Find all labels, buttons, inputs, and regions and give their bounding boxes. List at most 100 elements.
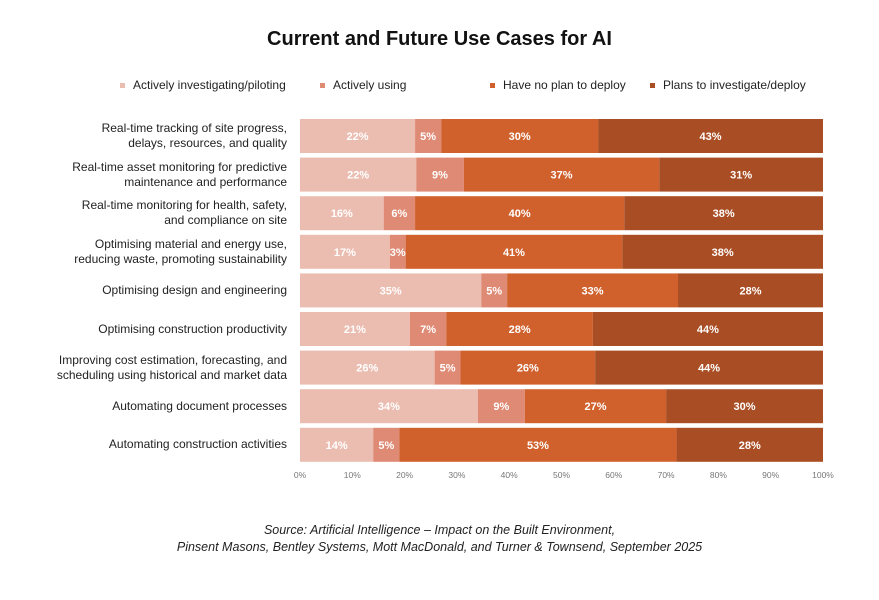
- data-label: 30%: [734, 401, 756, 413]
- bar-segment: [678, 273, 823, 308]
- bar-segment: [460, 350, 596, 385]
- category-label: Optimising material and energy use, reduc…: [74, 236, 287, 266]
- data-label: 5%: [440, 363, 456, 375]
- data-label: 5%: [486, 285, 502, 297]
- data-label: 28%: [739, 285, 761, 297]
- data-label: 40%: [509, 208, 531, 220]
- legend-label: Actively using: [333, 78, 407, 92]
- bar-segment: [399, 427, 677, 462]
- x-tick-label: 40%: [500, 470, 518, 480]
- bar-segment: [441, 119, 599, 153]
- bar-segment: [300, 427, 374, 462]
- data-label: 34%: [378, 401, 400, 413]
- data-label: 5%: [420, 131, 436, 143]
- data-label: 7%: [420, 324, 436, 336]
- legend-item: Plans to investigate/deploy: [650, 78, 806, 92]
- legend-swatch: [490, 83, 495, 89]
- bar-segment: [434, 350, 461, 385]
- category-label: Real-time monitoring for health, safety,…: [81, 198, 287, 228]
- bar-segment: [383, 196, 416, 231]
- data-label: 53%: [527, 440, 549, 452]
- chart-title: Current and Future Use Cases for AI: [267, 28, 612, 50]
- source-note: Source: Artificial Intelligence – Impact…: [0, 522, 879, 556]
- source-line-1: Source: Artificial Intelligence – Impact…: [263, 523, 616, 537]
- data-label: 16%: [331, 208, 353, 220]
- bar-segment: [481, 273, 508, 308]
- legend-item: Actively using: [320, 78, 406, 92]
- x-tick-label: 100%: [812, 470, 834, 480]
- x-tick-label: 90%: [762, 470, 780, 480]
- legend-label: Actively investigating/piloting: [133, 78, 286, 92]
- x-tick-label: 20%: [396, 470, 414, 480]
- category-label: Real-time asset monitoring for predictiv…: [72, 159, 287, 189]
- legend-label: Have no plan to deploy: [503, 78, 626, 92]
- data-label: 22%: [347, 170, 369, 182]
- data-label: 22%: [347, 131, 369, 143]
- x-tick-label: 70%: [657, 470, 675, 480]
- category-label: Improving cost estimation, forecasting, …: [56, 352, 287, 382]
- legend-label: Plans to investigate/deploy: [663, 78, 806, 92]
- bar-segment: [300, 196, 384, 231]
- x-tick-label: 80%: [709, 470, 727, 480]
- bar-segment: [524, 389, 667, 424]
- data-label: 44%: [697, 324, 719, 336]
- data-label: 28%: [739, 440, 761, 452]
- bar-segment: [300, 119, 416, 153]
- data-label: 38%: [713, 208, 735, 220]
- x-tick-label: 0%: [293, 470, 307, 480]
- legend-swatch: [320, 83, 325, 89]
- x-tick-label: 30%: [448, 470, 466, 480]
- bar-segment: [666, 389, 823, 424]
- bar-segment: [389, 234, 406, 269]
- bar-segment: [592, 312, 823, 346]
- bar-segment: [595, 350, 823, 385]
- bar-segment: [676, 427, 823, 462]
- source-line-2: Pinsent Masons, Bentley Systems, Mott Ma…: [176, 540, 703, 554]
- bar-segment: [300, 350, 435, 385]
- bar-segment: [622, 234, 823, 269]
- data-label: 14%: [326, 440, 348, 452]
- data-label: 5%: [378, 440, 394, 452]
- data-label: 37%: [550, 170, 572, 182]
- data-label: 17%: [334, 247, 356, 259]
- data-label: 27%: [584, 401, 606, 413]
- data-label: 21%: [344, 324, 366, 336]
- data-label: 38%: [712, 247, 734, 259]
- data-label: 44%: [698, 363, 720, 375]
- bar-segment: [300, 234, 390, 269]
- bar-segment: [477, 389, 525, 424]
- legend-item: Have no plan to deploy: [490, 78, 626, 92]
- bar-segment: [300, 273, 482, 308]
- bar-segment: [373, 427, 400, 462]
- x-tick-label: 60%: [605, 470, 623, 480]
- data-label: 9%: [432, 170, 448, 182]
- bar-segment: [598, 119, 823, 153]
- bar-segment: [659, 157, 823, 192]
- data-label: 30%: [509, 131, 531, 143]
- bar-segment: [446, 312, 593, 346]
- category-label: Automating document processes: [112, 398, 287, 413]
- data-label: 26%: [356, 363, 378, 375]
- bar-segment: [300, 389, 478, 424]
- bar-segment: [415, 119, 442, 153]
- bar-segment: [300, 157, 417, 192]
- data-label: 9%: [493, 401, 509, 413]
- x-tick-label: 10%: [343, 470, 361, 480]
- data-label: 41%: [503, 247, 525, 259]
- bar-segment: [624, 196, 823, 231]
- legend-swatch: [650, 83, 655, 89]
- data-label: 6%: [391, 208, 407, 220]
- bar-segment: [415, 196, 625, 231]
- data-label: 43%: [700, 131, 722, 143]
- category-label: Real-time tracking of site progress, dela…: [101, 121, 287, 150]
- data-label: 31%: [730, 170, 752, 182]
- bar-segment: [416, 157, 464, 192]
- bar-segment: [409, 312, 447, 346]
- data-label: 3%: [390, 247, 406, 259]
- bar-segment: [405, 234, 623, 269]
- data-label: 33%: [582, 285, 604, 297]
- legend-swatch: [120, 83, 125, 89]
- bar-segment: [463, 157, 660, 192]
